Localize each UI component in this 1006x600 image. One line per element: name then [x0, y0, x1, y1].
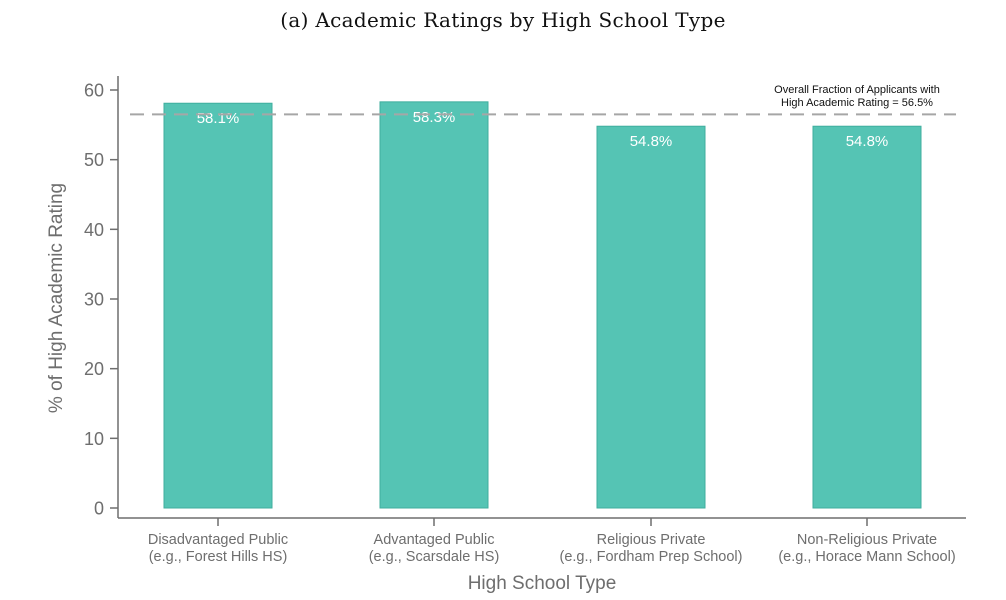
reference-annotation-line2: High Academic Rating = 56.5% — [781, 97, 933, 109]
x-category-label-3: Non-Religious Private — [797, 532, 937, 548]
y-tick-label-30: 30 — [84, 290, 104, 310]
y-axis-label: % of High Academic Rating — [46, 183, 67, 413]
bar-value-label-0: 58.1% — [197, 110, 240, 127]
x-category-sublabel-2: (e.g., Fordham Prep School) — [560, 549, 743, 565]
x-axis-label: High School Type — [468, 573, 617, 594]
y-tick-label-50: 50 — [84, 150, 104, 170]
bar-0 — [163, 102, 273, 509]
bar-3 — [812, 125, 922, 509]
x-category-sublabel-0: (e.g., Forest Hills HS) — [149, 549, 288, 565]
bar-2 — [596, 125, 706, 509]
y-tick-label-10: 10 — [84, 429, 104, 449]
y-tick-label-0: 0 — [94, 499, 104, 519]
x-category-label-0: Disadvantaged Public — [148, 532, 288, 548]
reference-annotation-line1: Overall Fraction of Applicants with — [774, 84, 940, 96]
chart-title: (a) Academic Ratings by High School Type — [280, 8, 726, 32]
y-tick-label-60: 60 — [84, 81, 104, 101]
x-category-sublabel-3: (e.g., Horace Mann School) — [778, 549, 955, 565]
bar-value-label-2: 54.8% — [630, 133, 673, 150]
bar-value-label-1: 58.3% — [413, 109, 456, 126]
x-category-label-1: Advantaged Public — [374, 532, 495, 548]
y-tick-label-40: 40 — [84, 220, 104, 240]
x-category-sublabel-1: (e.g., Scarsdale HS) — [369, 549, 500, 565]
bar-1 — [379, 101, 489, 509]
bar-value-label-3: 54.8% — [846, 133, 889, 150]
y-tick-label-20: 20 — [84, 359, 104, 379]
x-category-label-2: Religious Private — [597, 532, 706, 548]
